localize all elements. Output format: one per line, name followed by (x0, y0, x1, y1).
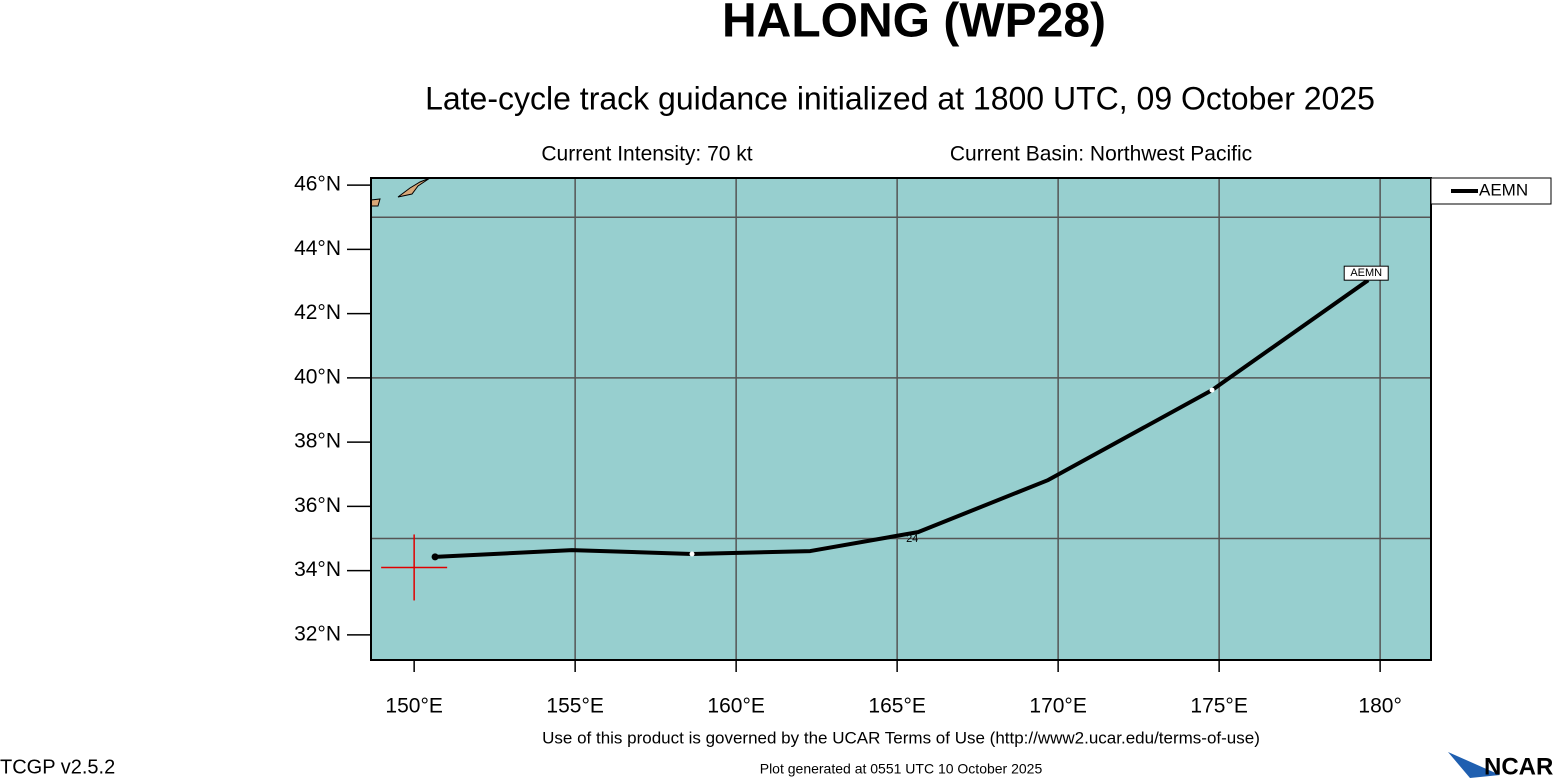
land (370, 198, 381, 207)
intensity: Current Intensity: 70 kt (541, 143, 752, 166)
map-frame (370, 177, 1432, 661)
footer-terms: Use of this product is governed by the U… (542, 728, 1260, 747)
version: TCGP v2.5.2 (0, 756, 115, 778)
track-marker (1209, 387, 1215, 393)
footer-generated: Plot generated at 0551 UTC 10 October 20… (760, 761, 1043, 777)
x-tick-label: 155°E (546, 695, 603, 718)
x-tick-label: 165°E (868, 695, 925, 718)
y-tick-label: 38°N (294, 430, 341, 453)
logo-mark (1448, 752, 1500, 778)
y-tick-label: 32°N (294, 622, 341, 645)
basin: Current Basin: Northwest Pacific (950, 143, 1252, 166)
legend-label: AEMN (1479, 180, 1528, 199)
y-tick-label: 44°N (294, 237, 341, 260)
chart-title: HALONG (WP28) (722, 0, 1106, 48)
x-tick-label: 150°E (385, 695, 442, 718)
y-tick-label: 40°N (294, 365, 341, 388)
x-tick-label: 180° (1358, 695, 1401, 718)
y-tick-label: 36°N (294, 494, 341, 517)
x-tick-label: 160°E (707, 695, 764, 718)
track-start (431, 553, 439, 561)
point-label: 24 (906, 533, 918, 545)
x-tick-label: 170°E (1029, 695, 1086, 718)
end-label: AEMN (1350, 267, 1382, 279)
chart-subtitle: Late-cycle track guidance initialized at… (425, 80, 1375, 116)
x-tick-label: 175°E (1190, 695, 1247, 718)
end-label-box (1343, 265, 1389, 281)
track-marker (689, 551, 695, 557)
map-background (371, 178, 1431, 660)
logo: NCAR (1484, 753, 1553, 780)
track-line (434, 278, 1370, 559)
y-tick-label: 42°N (294, 301, 341, 324)
y-tick-label: 46°N (294, 173, 341, 196)
y-tick-label: 34°N (294, 558, 341, 581)
